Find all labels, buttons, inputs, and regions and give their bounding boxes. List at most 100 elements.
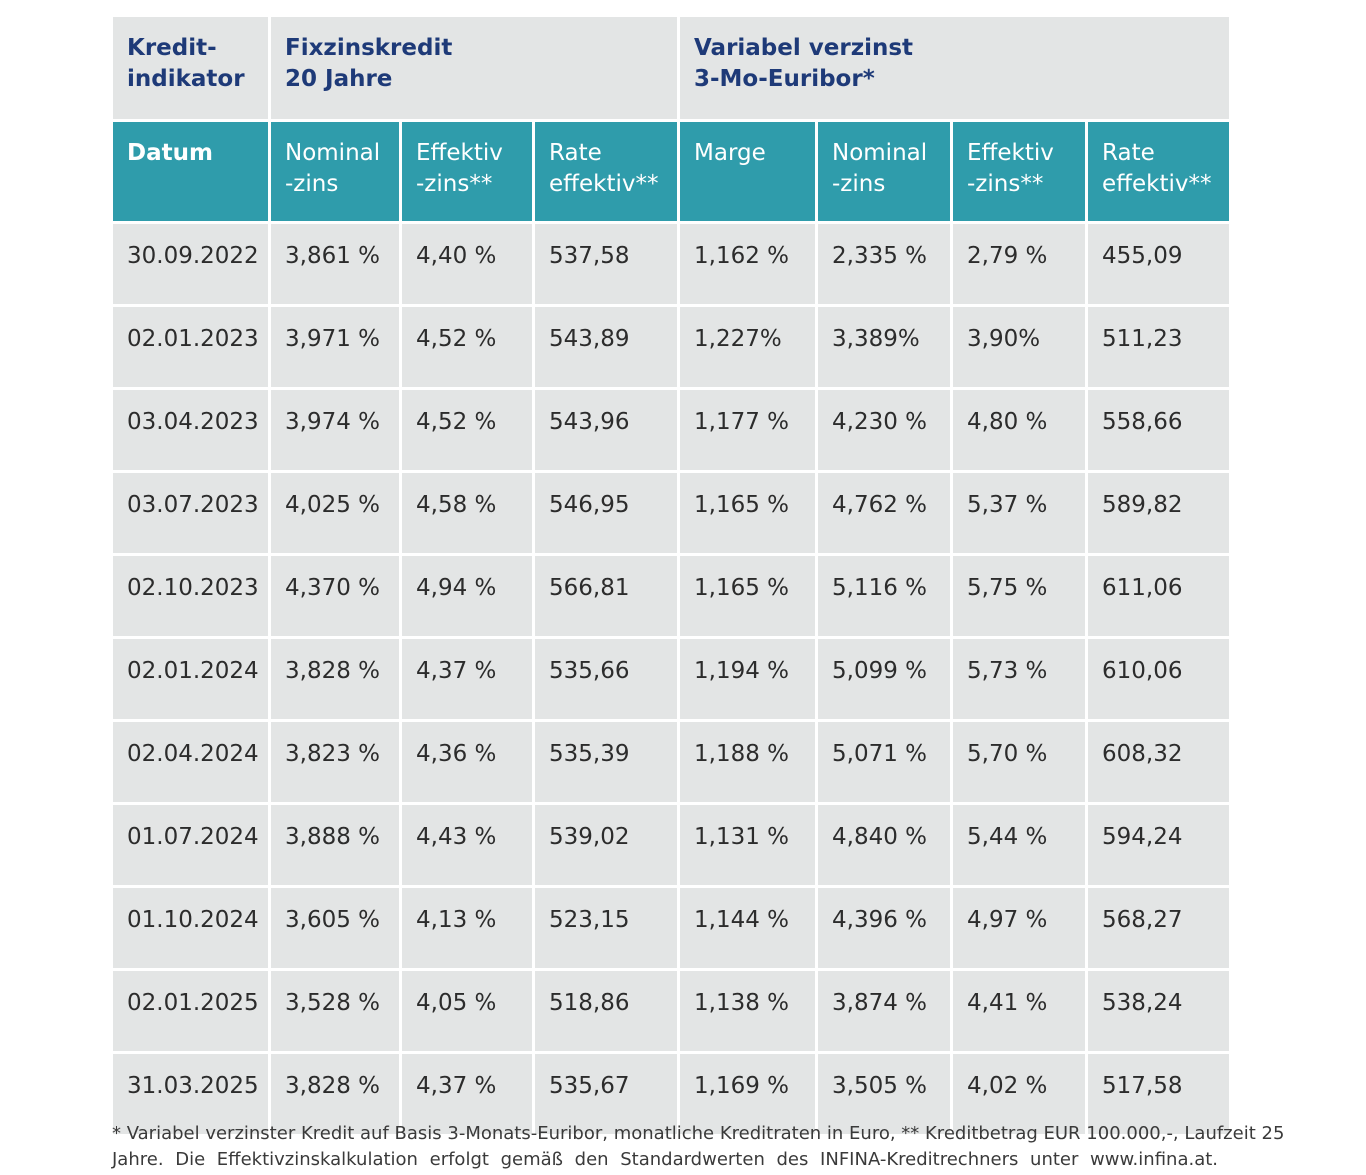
column-header-line2: -zins	[285, 171, 339, 197]
table-cell-datum: 31.03.2025	[113, 1054, 268, 1134]
table-cell-fix-effektivzins: 4,05 %	[402, 971, 532, 1051]
table-cell-fix-effektivzins: 4,94 %	[402, 556, 532, 636]
table-cell-var-marge: 1,165 %	[680, 473, 815, 553]
column-header-datum: Datum	[113, 122, 268, 221]
column-header-var-rate-effektiv: Rate effektiv**	[1088, 122, 1229, 221]
table-cell-var-marge: 1,227%	[680, 307, 815, 387]
column-header-line2: -zins	[832, 171, 886, 197]
table-cell-fix-nominalzins: 3,861 %	[271, 224, 399, 304]
table-cell-var-nominalzins: 4,396 %	[818, 888, 950, 968]
table-cell-var-rate-effektiv: 511,23	[1088, 307, 1229, 387]
column-header-line2: -zins**	[416, 171, 493, 197]
column-header-fix-nominalzins: Nominal -zins	[271, 122, 399, 221]
table-cell-var-rate-effektiv: 455,09	[1088, 224, 1229, 304]
column-header-var-marge: Marge	[680, 122, 815, 221]
column-header-line2: effektiv**	[1102, 171, 1212, 197]
table-cell-fix-rate-effektiv: 539,02	[535, 805, 677, 885]
footnote: * Variabel verzinster Kredit auf Basis 3…	[112, 1121, 1285, 1173]
table-cell-var-effektivzins: 5,73 %	[953, 639, 1085, 719]
column-header-line1: Effektiv	[416, 140, 503, 166]
header-fixzinskredit-line1: Fixzinskredit	[285, 35, 453, 61]
table-cell-fix-nominalzins: 3,605 %	[271, 888, 399, 968]
table-cell-fix-nominalzins: 3,888 %	[271, 805, 399, 885]
table-cell-fix-nominalzins: 3,823 %	[271, 722, 399, 802]
table-cell-datum: 03.07.2023	[113, 473, 268, 553]
table-cell-var-nominalzins: 4,762 %	[818, 473, 950, 553]
table-cell-fix-effektivzins: 4,58 %	[402, 473, 532, 553]
table-cell-fix-nominalzins: 3,971 %	[271, 307, 399, 387]
table-cell-var-nominalzins: 4,230 %	[818, 390, 950, 470]
header-kreditindikator: Kredit- indikator	[113, 17, 268, 119]
header-kreditindikator-line1: Kredit-	[127, 35, 217, 61]
table-cell-fix-rate-effektiv: 543,96	[535, 390, 677, 470]
column-header-line1: Nominal	[832, 140, 928, 166]
column-header-line2: effektiv**	[549, 171, 659, 197]
table-cell-fix-rate-effektiv: 543,89	[535, 307, 677, 387]
table-cell-var-effektivzins: 4,97 %	[953, 888, 1085, 968]
table-cell-var-rate-effektiv: 538,24	[1088, 971, 1229, 1051]
header-kreditindikator-line2: indikator	[127, 66, 245, 92]
column-header-var-nominalzins: Nominal -zins	[818, 122, 950, 221]
table-cell-fix-effektivzins: 4,52 %	[402, 390, 532, 470]
table-cell-var-rate-effektiv: 517,58	[1088, 1054, 1229, 1134]
table-cell-fix-rate-effektiv: 537,58	[535, 224, 677, 304]
table-cell-var-nominalzins: 5,099 %	[818, 639, 950, 719]
table-cell-var-nominalzins: 3,874 %	[818, 971, 950, 1051]
table-cell-datum: 01.10.2024	[113, 888, 268, 968]
header-fixzinskredit: Fixzinskredit 20 Jahre	[271, 17, 677, 119]
table-cell-fix-rate-effektiv: 535,66	[535, 639, 677, 719]
table-cell-fix-effektivzins: 4,52 %	[402, 307, 532, 387]
table-cell-var-marge: 1,138 %	[680, 971, 815, 1051]
header-variabel-line1: Variabel verzinst	[694, 35, 914, 61]
footnote-line1: * Variabel verzinster Kredit auf Basis 3…	[112, 1123, 1285, 1144]
table-cell-var-rate-effektiv: 589,82	[1088, 473, 1229, 553]
table-cell-datum: 02.01.2024	[113, 639, 268, 719]
table-cell-var-marge: 1,144 %	[680, 888, 815, 968]
column-header-fix-effektivzins: Effektiv -zins**	[402, 122, 532, 221]
table-cell-var-marge: 1,131 %	[680, 805, 815, 885]
table-cell-fix-nominalzins: 4,370 %	[271, 556, 399, 636]
table-cell-var-nominalzins: 4,840 %	[818, 805, 950, 885]
column-header-fix-rate-effektiv: Rate effektiv**	[535, 122, 677, 221]
table-cell-fix-nominalzins: 3,974 %	[271, 390, 399, 470]
column-header-line1: Effektiv	[967, 140, 1054, 166]
table-cell-var-nominalzins: 5,116 %	[818, 556, 950, 636]
table-cell-fix-effektivzins: 4,40 %	[402, 224, 532, 304]
table-cell-var-rate-effektiv: 558,66	[1088, 390, 1229, 470]
table-cell-fix-effektivzins: 4,37 %	[402, 1054, 532, 1134]
table-cell-var-marge: 1,162 %	[680, 224, 815, 304]
header-variabel-verzinst: Variabel verzinst 3-Mo-Euribor*	[680, 17, 1229, 119]
column-header-line1: Rate	[549, 140, 602, 166]
column-header-line1: Marge	[694, 140, 766, 166]
table-cell-fix-nominalzins: 4,025 %	[271, 473, 399, 553]
table-cell-fix-rate-effektiv: 535,39	[535, 722, 677, 802]
table-cell-var-rate-effektiv: 610,06	[1088, 639, 1229, 719]
table-cell-var-effektivzins: 4,02 %	[953, 1054, 1085, 1134]
table-cell-fix-effektivzins: 4,37 %	[402, 639, 532, 719]
table-cell-var-effektivzins: 5,37 %	[953, 473, 1085, 553]
table-cell-var-marge: 1,169 %	[680, 1054, 815, 1134]
table-cell-var-rate-effektiv: 568,27	[1088, 888, 1229, 968]
table-cell-fix-effektivzins: 4,36 %	[402, 722, 532, 802]
table-cell-var-nominalzins: 2,335 %	[818, 224, 950, 304]
table-cell-var-effektivzins: 3,90%	[953, 307, 1085, 387]
table-cell-var-effektivzins: 4,80 %	[953, 390, 1085, 470]
table-cell-fix-nominalzins: 3,828 %	[271, 639, 399, 719]
table-cell-var-nominalzins: 3,389%	[818, 307, 950, 387]
table-cell-datum: 03.04.2023	[113, 390, 268, 470]
table-cell-fix-rate-effektiv: 535,67	[535, 1054, 677, 1134]
table-cell-fix-effektivzins: 4,13 %	[402, 888, 532, 968]
table-cell-datum: 30.09.2022	[113, 224, 268, 304]
table-cell-var-rate-effektiv: 594,24	[1088, 805, 1229, 885]
table-cell-fix-rate-effektiv: 518,86	[535, 971, 677, 1051]
table-cell-fix-rate-effektiv: 546,95	[535, 473, 677, 553]
table-cell-var-effektivzins: 5,70 %	[953, 722, 1085, 802]
table-cell-datum: 02.10.2023	[113, 556, 268, 636]
column-header-var-effektivzins: Effektiv -zins**	[953, 122, 1085, 221]
table-cell-var-marge: 1,177 %	[680, 390, 815, 470]
column-header-line2: -zins**	[967, 171, 1044, 197]
table-cell-fix-nominalzins: 3,828 %	[271, 1054, 399, 1134]
table-cell-var-marge: 1,165 %	[680, 556, 815, 636]
table-cell-var-marge: 1,188 %	[680, 722, 815, 802]
column-header-line1: Datum	[127, 140, 213, 166]
